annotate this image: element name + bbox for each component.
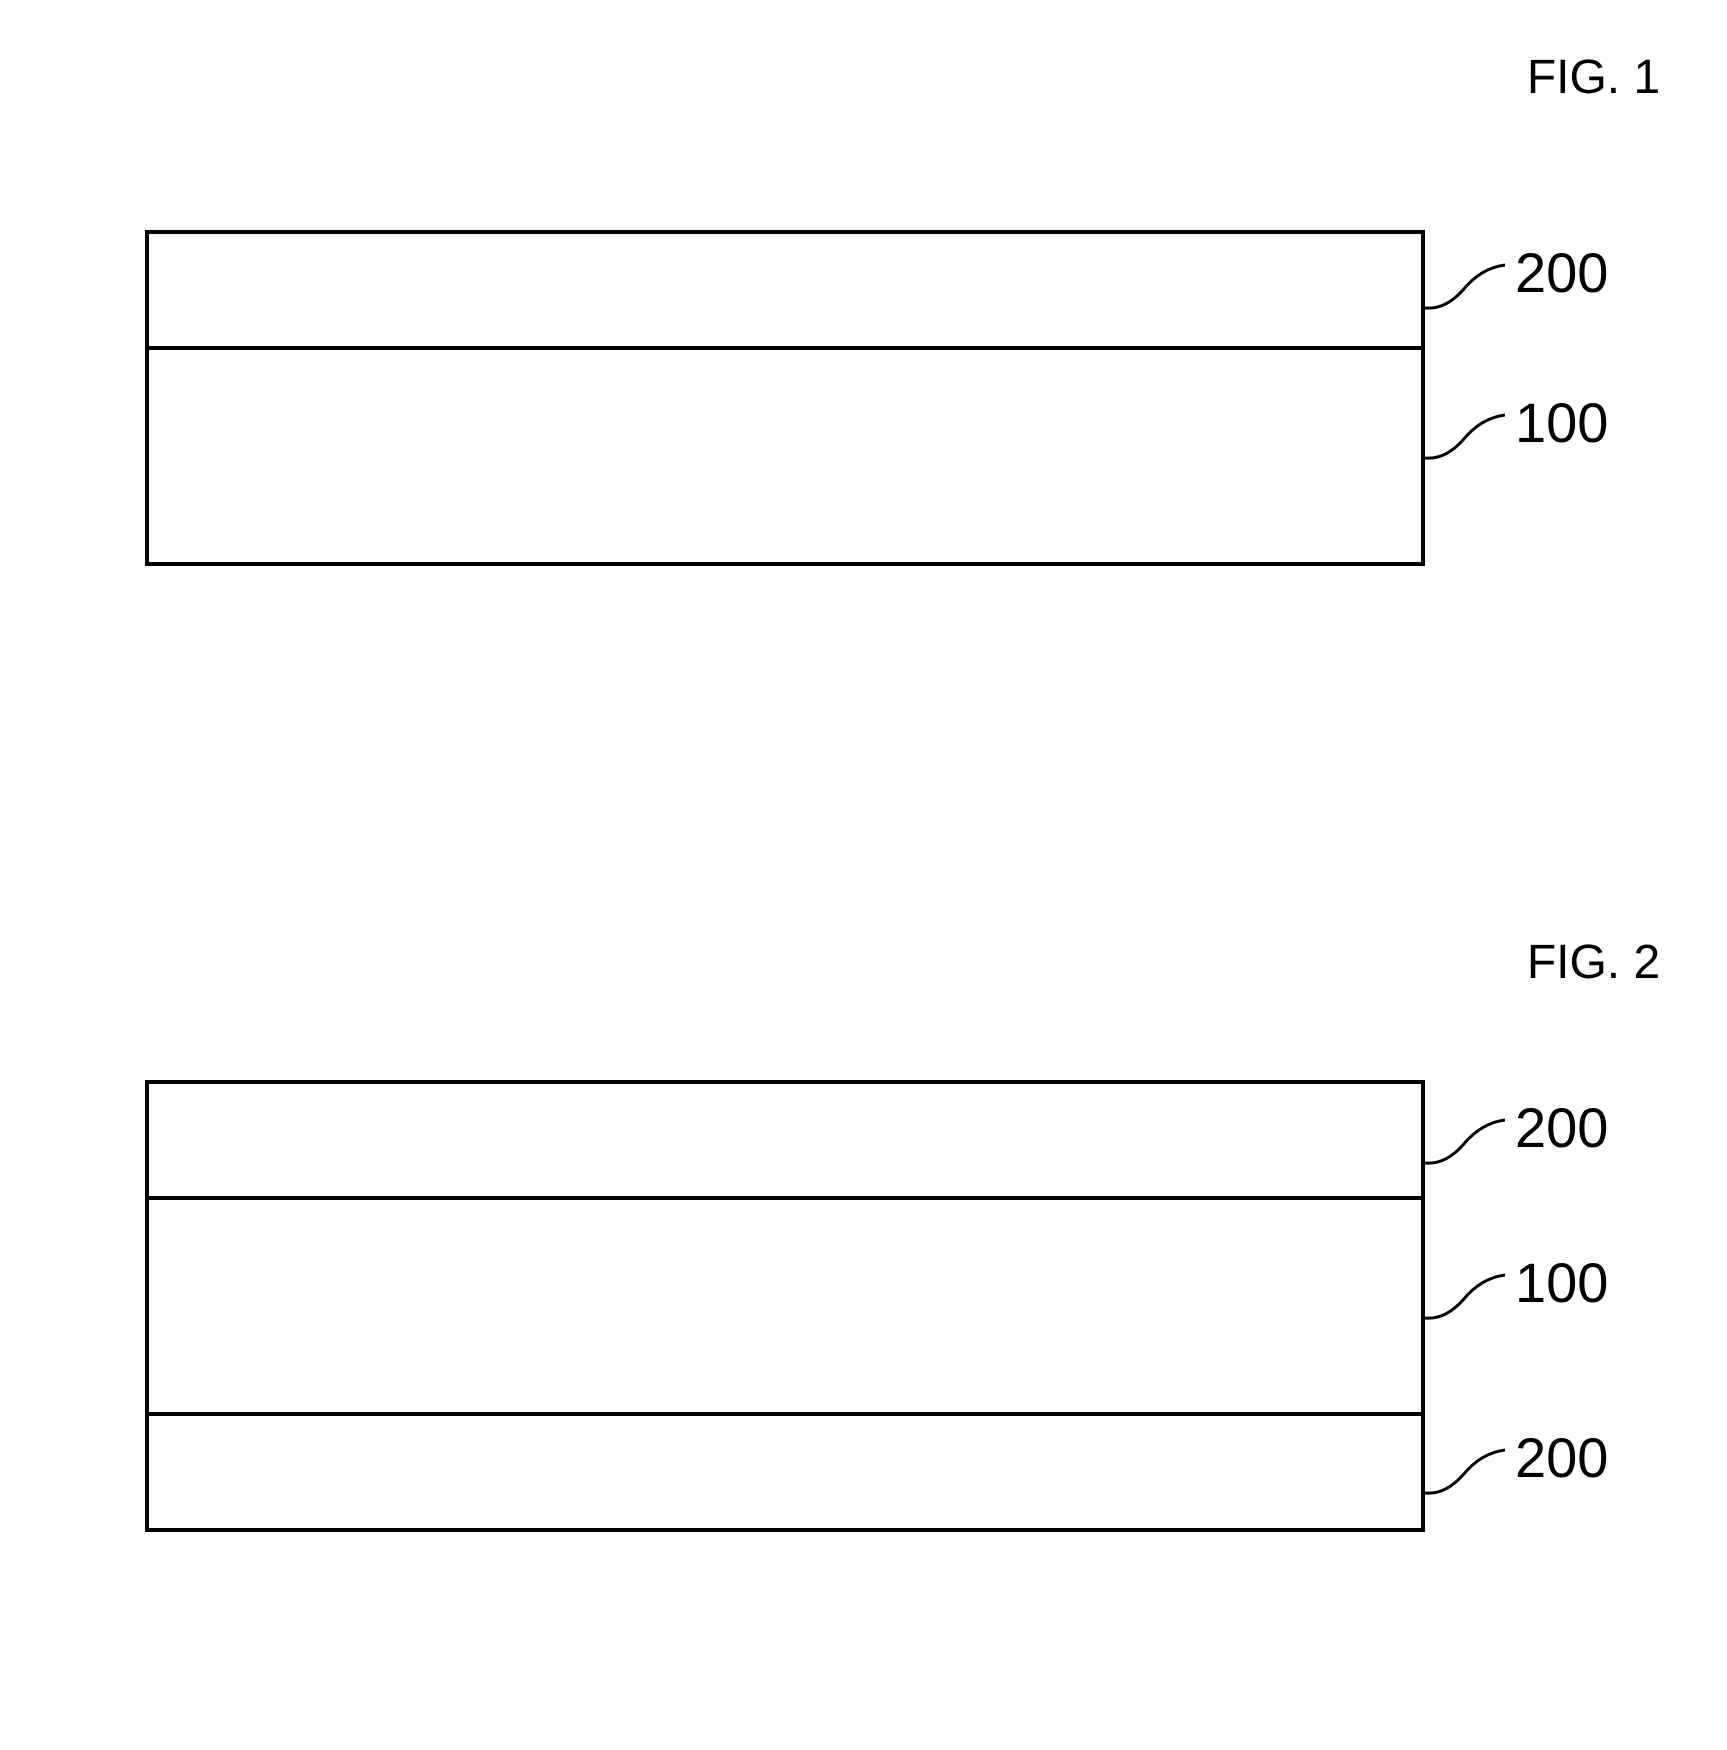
fig1-label-200: 200 bbox=[1515, 240, 1608, 305]
lead-curve-icon bbox=[1425, 1270, 1505, 1330]
fig2-label-100: 100 bbox=[1515, 1250, 1608, 1315]
fig1-layer-200 bbox=[145, 230, 1425, 350]
fig2-layer-200-bottom bbox=[145, 1412, 1425, 1532]
fig2-label-200-bottom: 200 bbox=[1515, 1425, 1608, 1490]
lead-curve-icon bbox=[1425, 410, 1505, 470]
lead-curve-icon bbox=[1425, 260, 1505, 320]
lead-curve-icon bbox=[1425, 1115, 1505, 1175]
fig2-label-200-top: 200 bbox=[1515, 1095, 1608, 1160]
figure-1-title: FIG. 1 bbox=[730, 50, 1727, 105]
fig1-label-100: 100 bbox=[1515, 390, 1608, 455]
fig1-lead-100 bbox=[1425, 410, 1505, 470]
lead-curve-icon bbox=[1425, 1445, 1505, 1505]
fig2-lead-200-bottom bbox=[1425, 1445, 1505, 1505]
fig2-lead-200-top bbox=[1425, 1115, 1505, 1175]
fig2-layer-200-top bbox=[145, 1080, 1425, 1200]
fig2-layer-100 bbox=[145, 1196, 1425, 1416]
figure-2-title: FIG. 2 bbox=[730, 935, 1727, 990]
fig1-layer-100 bbox=[145, 346, 1425, 566]
fig2-lead-100 bbox=[1425, 1270, 1505, 1330]
fig1-lead-200 bbox=[1425, 260, 1505, 320]
